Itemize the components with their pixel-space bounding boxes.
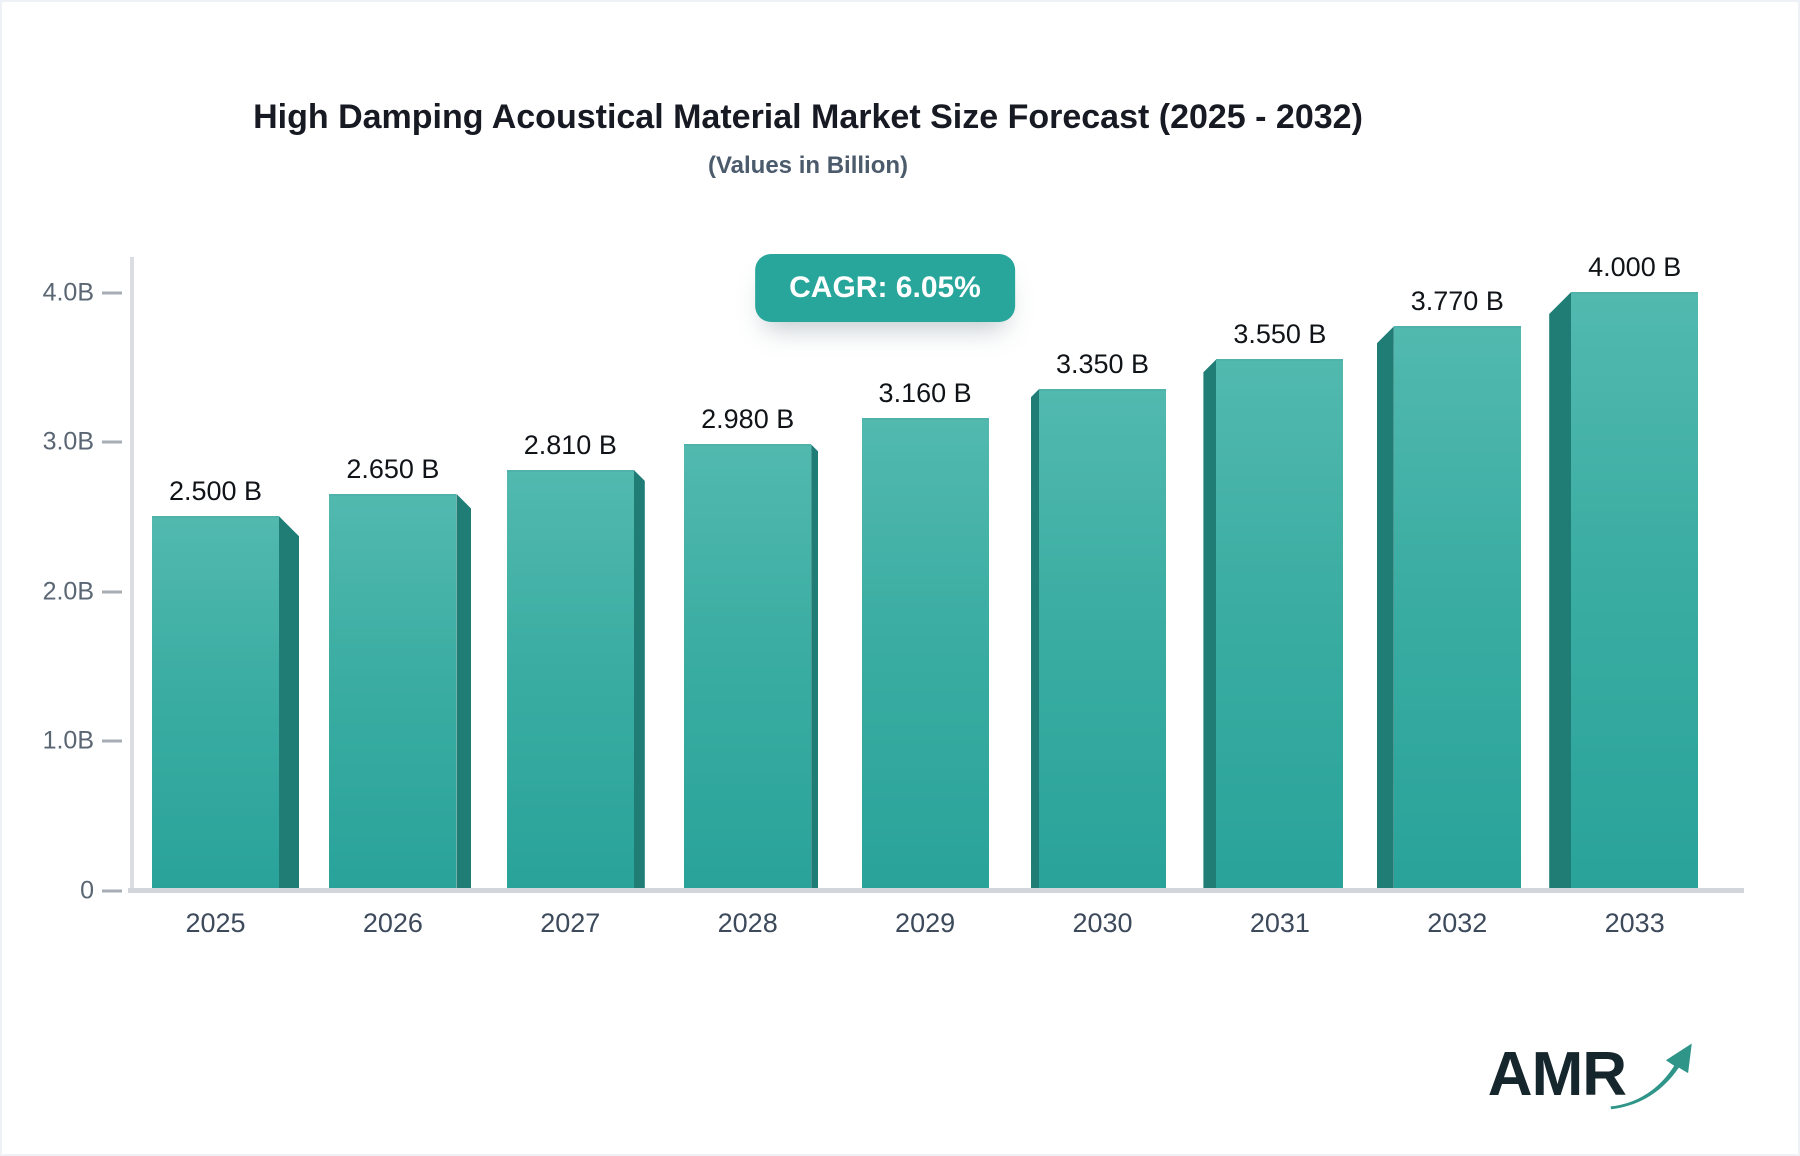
- x-axis-baseline: [128, 888, 1744, 893]
- amr-logo-text: AMR: [1487, 1040, 1627, 1109]
- x-tick-2030: 2030: [1072, 908, 1133, 938]
- y-tick-mark: [102, 291, 122, 294]
- bar-2026-front-face: [329, 493, 457, 888]
- y-tick-mark: [102, 889, 122, 892]
- x-tick-2025: 2025: [185, 908, 246, 938]
- bar-2025: [152, 516, 299, 888]
- bar-2026-value-label: 2.650 B: [346, 453, 440, 484]
- bar-2030-value-label: 3.350 B: [1055, 349, 1150, 380]
- bar-2033-front-face: [1571, 292, 1699, 888]
- bar-2027-side-face: [633, 469, 645, 888]
- chart-title: High Damping Acoustical Material Market …: [253, 98, 1363, 136]
- bar-2028: [684, 444, 819, 888]
- bar-2028-front-face: [684, 444, 812, 888]
- y-tick-label: 1.0B: [42, 726, 94, 755]
- bar-2033-side-face: [1549, 292, 1572, 888]
- growth-arrow-icon: [1610, 1043, 1692, 1110]
- bar-2031-value-label: 3.550 B: [1233, 319, 1327, 350]
- bar-2025-side-face: [279, 516, 299, 888]
- x-tick-2032: 2032: [1427, 908, 1488, 938]
- y-tick-label: 0: [80, 876, 94, 904]
- x-tick-2033: 2033: [1604, 908, 1665, 938]
- bar-2030: [1031, 389, 1166, 888]
- bar-2026-side-face: [456, 493, 472, 888]
- bar-2027-front-face: [506, 469, 634, 888]
- bar-2031-front-face: [1216, 359, 1344, 888]
- bar-2033-value-label: 4.000 B: [1588, 252, 1682, 282]
- bar-2027: [506, 469, 645, 888]
- bar-2032-side-face: [1376, 326, 1394, 888]
- bar-2028-side-face: [811, 444, 819, 888]
- bar-2031: [1203, 359, 1344, 888]
- bar-2029: [861, 417, 989, 888]
- y-tick-mark: [102, 440, 122, 444]
- bar-2029-front-face: [861, 417, 989, 888]
- bar-2032: [1376, 326, 1521, 888]
- x-tick-2031: 2031: [1249, 908, 1310, 938]
- bar-2032-front-face: [1393, 326, 1521, 888]
- bar-2029-value-label: 3.160 B: [878, 377, 972, 408]
- bar-2030-front-face: [1039, 389, 1166, 888]
- x-tick-2026: 2026: [362, 908, 423, 938]
- chart-subtitle: (Values in Billion): [707, 152, 909, 179]
- y-tick-mark: [102, 739, 122, 743]
- x-tick-2027: 2027: [540, 908, 601, 938]
- cagr-badge: CAGR: 6.05%: [755, 254, 1015, 322]
- bar-2031-side-face: [1203, 359, 1217, 888]
- bar-2025-front-face: [152, 516, 279, 888]
- bar-2025-value-label: 2.500 B: [168, 476, 263, 507]
- x-tick-2029: 2029: [895, 908, 956, 938]
- amr-logo: AMR: [1487, 1038, 1694, 1110]
- y-tick-label: 3.0B: [42, 427, 94, 456]
- y-tick-mark: [102, 590, 122, 593]
- bar-2028-value-label: 2.980 B: [701, 404, 795, 435]
- y-axis-line: [130, 257, 134, 893]
- y-tick-label: 4.0B: [42, 278, 94, 306]
- y-tick-label: 2.0B: [42, 577, 94, 605]
- bar-2032-value-label: 3.770 B: [1410, 286, 1504, 317]
- bar-2033: [1549, 292, 1699, 888]
- x-tick-2028: 2028: [717, 908, 778, 938]
- bar-2030-side-face: [1031, 389, 1039, 888]
- bar-2026: [329, 493, 472, 888]
- bar-2027-value-label: 2.810 B: [523, 429, 617, 460]
